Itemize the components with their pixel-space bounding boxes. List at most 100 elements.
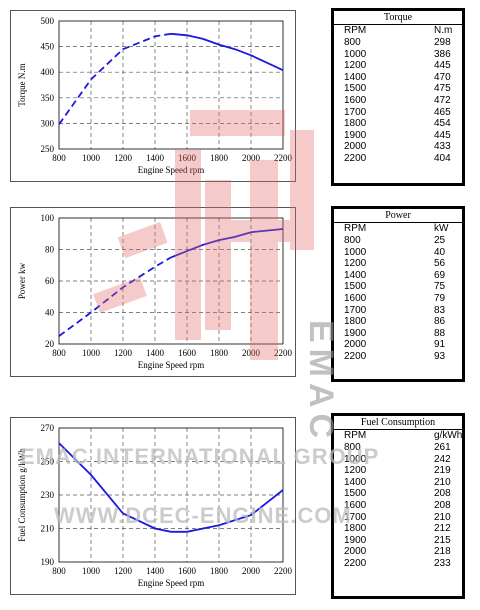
chart-svg: 800 1000 1200 1400 1600 1800 2000 2200 20 40 60 80 1… — [17, 213, 293, 370]
table-row: 1900 445 — [334, 130, 462, 142]
table-row: 800 261 — [334, 442, 462, 454]
cell-value: 91 — [434, 339, 446, 351]
x-tick-label: 1600 — [178, 153, 197, 163]
table-row: 1900 215 — [334, 535, 462, 547]
header-rpm: RPM — [344, 25, 367, 36]
table-row: 800 298 — [334, 37, 462, 49]
table-row: 1400 210 — [334, 477, 462, 489]
table-row: 1600 79 — [334, 293, 462, 305]
cell-value: 40 — [434, 246, 446, 258]
table-row: 2000 91 — [334, 339, 462, 351]
table-row: 1600 472 — [334, 95, 462, 107]
cell-value: 210 — [434, 511, 451, 523]
table-row: 1200 56 — [334, 258, 462, 270]
series-line-dashed — [58, 32, 172, 125]
table-title: Torque — [334, 11, 462, 25]
cell-rpm: 1800 — [344, 523, 367, 535]
y-axis-label: Torque N.m — [17, 63, 27, 106]
table-row: 1800 212 — [334, 523, 462, 535]
y-tick-label: 250 — [41, 457, 55, 467]
y-axis-label: Power kw — [17, 262, 27, 299]
x-tick-label: 2200 — [274, 153, 293, 163]
x-tick-label: 1600 — [178, 566, 197, 576]
y-tick-label: 300 — [41, 118, 55, 128]
cell-rpm: 1700 — [344, 106, 367, 118]
cell-value: 219 — [434, 465, 451, 477]
cell-value: 386 — [434, 48, 451, 60]
cell-rpm: 1700 — [344, 304, 367, 316]
cell-value: 210 — [434, 476, 451, 488]
header-unit: N.m — [434, 25, 453, 36]
x-tick-label: 1800 — [210, 348, 229, 358]
x-tick-label: 800 — [52, 348, 66, 358]
table-title: Fuel Consumption — [334, 416, 462, 430]
cell-rpm: 1200 — [344, 465, 367, 477]
cell-value: 454 — [434, 118, 451, 130]
table-row: 2000 433 — [334, 141, 462, 153]
y-tick-label: 100 — [41, 213, 55, 223]
torque-table: Torque RPM N.m 800 298 1000 386 1200 445 1400 4… — [331, 8, 465, 186]
cell-value: 79 — [434, 292, 446, 304]
cell-rpm: 1600 — [344, 94, 367, 106]
fuel-consumption-table: Fuel Consumption RPM g/kWh 800 261 1000 242… — [331, 413, 465, 599]
x-tick-label: 1600 — [178, 348, 197, 358]
y-tick-label: 210 — [41, 524, 55, 534]
y-tick-label: 450 — [41, 42, 55, 52]
table-row: 1000 242 — [334, 454, 462, 466]
x-tick-label: 1000 — [82, 153, 101, 163]
cell-value: 88 — [434, 327, 446, 339]
y-tick-label: 400 — [41, 67, 55, 77]
cell-rpm: 2200 — [344, 557, 367, 569]
x-tick-label: 2000 — [242, 566, 261, 576]
cell-rpm: 1400 — [344, 71, 367, 83]
chart-svg: 800 1000 1200 1400 1600 1800 2000 2200 250 300 350… — [17, 16, 293, 175]
table-title: Power — [334, 209, 462, 223]
cell-rpm: 1200 — [344, 60, 367, 72]
plot-frame — [58, 20, 284, 150]
cell-rpm: 1500 — [344, 83, 367, 95]
y-tick-label: 60 — [45, 276, 55, 286]
cell-value: 242 — [434, 453, 451, 465]
cell-value: 433 — [434, 141, 451, 153]
cell-rpm: 800 — [344, 442, 361, 453]
x-tick-label: 1400 — [146, 348, 165, 358]
header-unit: kW — [434, 223, 449, 234]
series-line — [170, 228, 284, 259]
table-header: RPM N.m — [334, 25, 462, 37]
plot-frame — [58, 217, 284, 345]
x-axis-label: Engine Speed rpm — [138, 578, 205, 588]
cell-value: 25 — [434, 235, 446, 246]
cell-rpm: 1800 — [344, 118, 367, 130]
cell-value: 445 — [434, 60, 451, 72]
x-tick-label: 1200 — [114, 153, 133, 163]
x-tick-label: 1400 — [146, 153, 165, 163]
cell-value: 208 — [434, 499, 451, 511]
table-row: 1700 83 — [334, 305, 462, 317]
table-row: 1700 210 — [334, 512, 462, 524]
table-row: 1700 465 — [334, 107, 462, 119]
x-tick-label: 1000 — [82, 566, 101, 576]
x-tick-label: 2200 — [274, 348, 293, 358]
power-table: Power RPM kW 800 25 1000 40 1200 56 1400 69 1500… — [331, 206, 465, 382]
table-row: 1900 88 — [334, 328, 462, 340]
x-tick-label: 1200 — [114, 566, 133, 576]
table-row: 1400 69 — [334, 270, 462, 282]
cell-rpm: 1900 — [344, 327, 367, 339]
table-row: 1600 208 — [334, 500, 462, 512]
cell-value: 298 — [434, 37, 451, 48]
table-row: 1800 86 — [334, 316, 462, 328]
table-row: 1200 219 — [334, 465, 462, 477]
fuel-consumption-chart: 800 1000 1200 1400 1600 1800 2000 2200 190 210 230… — [10, 417, 296, 595]
cell-value: 86 — [434, 316, 446, 328]
x-tick-label: 2000 — [242, 153, 261, 163]
series-line — [170, 32, 284, 72]
cell-rpm: 1200 — [344, 258, 367, 270]
cell-value: 75 — [434, 281, 446, 293]
x-tick-label: 2000 — [242, 348, 261, 358]
cell-value: 475 — [434, 83, 451, 95]
cell-rpm: 800 — [344, 235, 361, 246]
cell-rpm: 2000 — [344, 339, 367, 351]
table-body: 800 261 1000 242 1200 219 1400 210 1500 208 1600 20… — [334, 442, 462, 570]
x-tick-label: 800 — [52, 153, 66, 163]
x-tick-label: 1800 — [210, 153, 229, 163]
